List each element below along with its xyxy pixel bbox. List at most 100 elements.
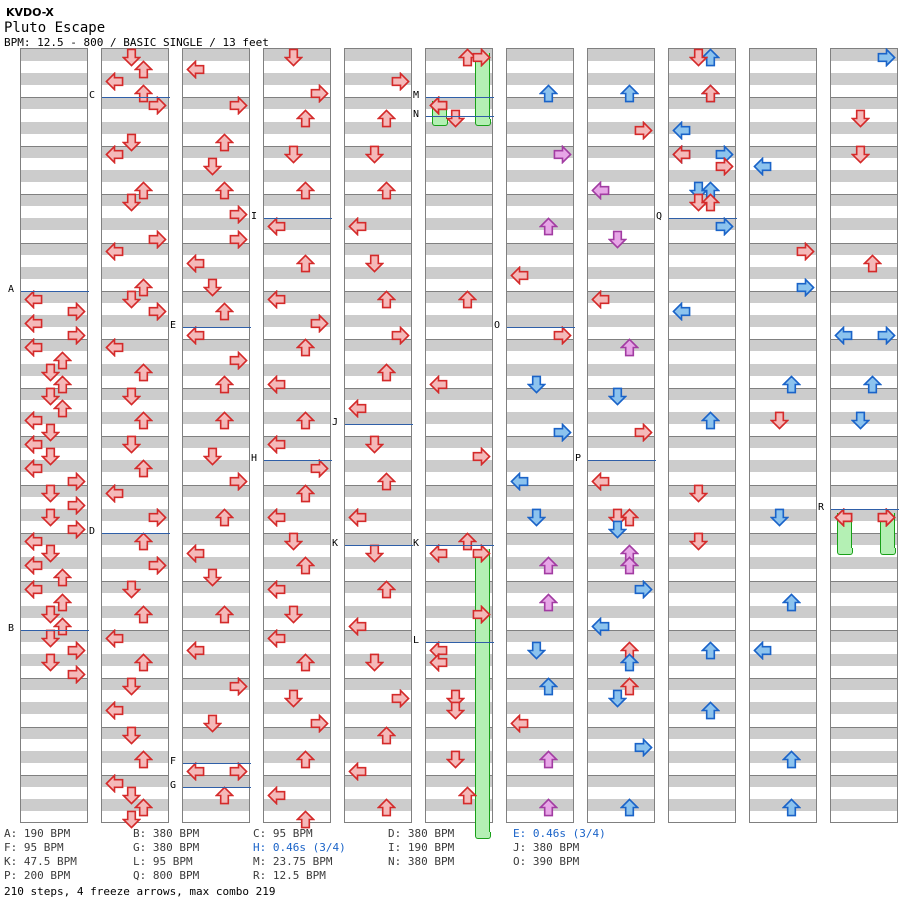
measure-line	[588, 145, 654, 147]
note-arrow-down	[203, 568, 222, 588]
beat-band	[831, 678, 897, 691]
note-arrow-down	[446, 701, 465, 721]
beat-band	[750, 170, 816, 183]
beat-band	[426, 508, 492, 521]
beat-band	[507, 121, 573, 134]
beat-band	[831, 690, 897, 702]
note-arrow-up	[134, 604, 153, 624]
note-arrow-left	[429, 653, 448, 672]
note-arrow-right	[715, 156, 734, 176]
measure-line	[426, 726, 492, 728]
beat-band	[750, 315, 816, 328]
measure-line	[183, 242, 249, 244]
chart-column	[344, 48, 413, 823]
beat-band	[588, 726, 654, 739]
note-arrow-up	[377, 580, 396, 599]
beat-band	[669, 629, 735, 642]
beat-band	[588, 49, 654, 62]
bpm-change-line-F	[183, 762, 251, 764]
beat-band	[831, 726, 897, 739]
note-arrow-down	[365, 254, 384, 273]
beat-band	[21, 763, 87, 775]
measure-line	[750, 629, 816, 631]
beat-band	[750, 303, 816, 315]
chart-column	[263, 48, 332, 829]
beat-band	[669, 327, 735, 339]
note-arrow-up	[53, 399, 72, 418]
note-arrow-down	[122, 290, 141, 309]
beat-band	[183, 242, 249, 255]
note-arrow-up	[377, 108, 396, 128]
note-arrow-right	[67, 326, 86, 346]
measure-line	[507, 436, 573, 438]
beat-band	[345, 678, 411, 691]
freeze-arrow-body-right	[474, 549, 491, 840]
measure-line	[426, 678, 492, 680]
beat-band	[507, 194, 573, 207]
measure-line	[507, 678, 573, 680]
beat-band	[831, 715, 897, 727]
bpm-change-label-L: L	[413, 634, 420, 646]
beat-band	[426, 436, 492, 449]
beat-band	[264, 775, 330, 788]
beat-band	[183, 49, 249, 62]
note-arrow-right	[634, 737, 653, 757]
beat-band	[669, 255, 735, 267]
beat-band	[831, 569, 897, 581]
beat-band	[669, 315, 735, 328]
note-arrow-up	[134, 750, 153, 769]
beat-band	[588, 412, 654, 425]
measure-line	[426, 242, 492, 244]
chart-column	[101, 48, 170, 830]
beat-band	[426, 170, 492, 183]
legend-entry-H: H: 0.46s (3/4)	[253, 841, 346, 854]
measure-line	[750, 533, 816, 534]
note-arrow-up	[215, 508, 234, 527]
note-arrow-right	[148, 302, 167, 322]
beat-band	[669, 787, 735, 799]
note-arrow-left	[24, 435, 43, 455]
measure-line	[345, 339, 411, 341]
note-arrow-left	[267, 290, 286, 309]
measure-line	[102, 484, 168, 486]
beat-band	[507, 629, 573, 642]
beat-band	[588, 763, 654, 775]
beat-band	[588, 266, 654, 279]
beat-band	[507, 702, 573, 715]
note-arrow-left	[510, 265, 529, 285]
note-arrow-right	[67, 640, 86, 660]
beat-band	[183, 533, 249, 546]
measure-line	[264, 97, 330, 99]
beat-band	[345, 702, 411, 715]
beat-band	[264, 170, 330, 183]
note-arrow-left	[24, 459, 43, 479]
measure-line	[507, 726, 573, 728]
note-arrow-right	[310, 459, 329, 479]
beat-band	[750, 690, 816, 702]
bpm-change-label-Q: Q	[656, 211, 663, 223]
note-arrow-down	[41, 447, 60, 467]
beat-band	[750, 533, 816, 546]
beat-band	[426, 315, 492, 328]
note-arrow-left	[105, 701, 124, 721]
note-arrow-down	[122, 387, 141, 406]
beat-band	[507, 460, 573, 473]
legend-entry-K: K: 47.5 BPM	[4, 855, 77, 868]
freeze-tail	[836, 548, 853, 556]
beat-band	[507, 412, 573, 425]
beat-band	[831, 775, 897, 788]
bpm-change-line-O	[507, 327, 575, 329]
note-arrow-left	[672, 120, 691, 140]
note-arrow-up	[215, 786, 234, 805]
beat-band	[507, 110, 573, 122]
beat-band	[831, 739, 897, 751]
note-arrow-down	[446, 109, 465, 128]
note-arrow-left	[672, 144, 691, 164]
bpm-change-line-K	[345, 545, 413, 547]
beat-band	[750, 134, 816, 146]
beat-band	[831, 702, 897, 715]
beat-band	[345, 533, 411, 546]
measure-line	[426, 775, 492, 776]
measure-line	[21, 678, 87, 680]
beat-band	[426, 242, 492, 255]
